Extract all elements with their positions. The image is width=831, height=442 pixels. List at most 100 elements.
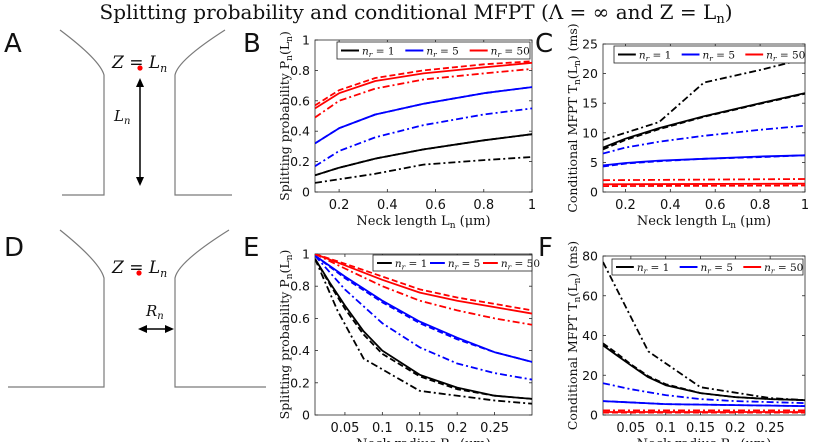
series-line-nr50-dashdot <box>603 178 805 182</box>
series-line-nr50-solid <box>315 61 532 110</box>
legend-label-nr50: nr = 50 <box>766 50 805 64</box>
x-tick-label: 0.8 <box>750 198 771 213</box>
plot-frame <box>314 39 533 193</box>
series-line-nr50-dashed <box>315 60 532 107</box>
y-tick-label: 0.8 <box>290 279 310 294</box>
chart-b: 0.2 0.4 0.6 0.8 1 0 0.2 0.4 0.6 0.8 1 Neck length L… <box>277 31 536 231</box>
arrow-head-up <box>136 78 144 87</box>
arrow-head-down <box>136 177 144 186</box>
series-line-nr1-dashdot <box>603 261 805 401</box>
series-group <box>315 254 532 405</box>
series-line-nr5-solid <box>315 86 532 145</box>
x-tick-label: 0.4 <box>377 198 398 213</box>
x-tick-label: 0.6 <box>705 198 726 213</box>
series-line-nr50-solid <box>603 182 805 186</box>
x-tick-label: 1 <box>528 198 536 213</box>
y-tick-label: 20 <box>582 368 598 383</box>
x-tick-label: 0.6 <box>425 198 446 213</box>
legend-box <box>611 258 804 276</box>
y-axis-label: Splitting probability Pn(Ln) <box>277 31 295 201</box>
x-tick-label: 0.2 <box>725 421 746 436</box>
legend-label-nr5: nr = 5 <box>448 258 481 272</box>
legend: nr = 1 nr = 5 nr = 50 <box>613 45 806 64</box>
legend-label-nr5: nr = 5 <box>426 46 459 60</box>
spine-outline-right <box>174 29 232 196</box>
legend-label-nr1: nr = 1 <box>639 50 672 64</box>
x-tick-label: 0.8 <box>473 198 494 213</box>
series-group <box>603 57 805 188</box>
chart-f: 0.05 0.1 0.15 0.2 0.25 0 20 40 60 80 Neck radius R… <box>565 241 806 442</box>
legend: nr = 1 nr = 5 nr = 50 <box>611 258 804 276</box>
series-line-nr1-solid <box>315 133 532 177</box>
panel-letter-e: E <box>243 233 259 263</box>
figure-title: Splitting probability and conditional MF… <box>100 0 733 27</box>
series-line-nr5-dashed <box>603 400 805 407</box>
y-axis-label: Splitting probability Pn(Ln) <box>277 250 295 420</box>
y-tick-label: 80 <box>582 249 598 264</box>
arrow-head-left <box>138 325 147 333</box>
x-tick-label: 0.15 <box>405 421 434 436</box>
series-line-nr5-dashdot <box>315 107 532 167</box>
x-tick-label: 0.2 <box>615 198 636 213</box>
series-line-nr5-dashed <box>315 254 532 363</box>
source-point <box>136 270 142 276</box>
series-line-nr5-dashed <box>603 154 805 168</box>
plot-frame <box>602 43 806 193</box>
z-label: Z = Ln <box>111 53 167 75</box>
x-tick-label: 0.2 <box>447 421 468 436</box>
chart-e: 0.05 0.1 0.15 0.2 0.25 0 0.2 0.4 0.6 0.8 1 Neck rad… <box>277 247 540 442</box>
series-line-nr1-solid <box>603 344 805 401</box>
y-tick-label: 20 <box>582 66 598 81</box>
y-tick-label: 60 <box>582 288 598 303</box>
panel-letter-a: A <box>4 29 22 59</box>
x-axis-label: Neck length Ln (μm) <box>637 214 771 231</box>
legend: nr = 1 nr = 5 nr = 50 <box>372 254 540 272</box>
legend: nr = 1 nr = 5 nr = 50 <box>336 41 531 60</box>
dimension-label: Ln <box>113 107 130 127</box>
series-line-nr1-dashed <box>315 258 532 400</box>
spine-outline-left <box>8 229 105 388</box>
spine-outline-right <box>174 229 266 388</box>
x-tick-label: 0.15 <box>686 421 715 436</box>
spine-outline-left <box>59 29 105 196</box>
legend-box <box>372 254 533 272</box>
y-tick-label: 0 <box>302 408 310 423</box>
y-tick-label: 25 <box>582 37 598 52</box>
legend-label-nr5: nr = 5 <box>702 50 735 64</box>
x-tick-label: 0.4 <box>660 198 681 213</box>
series-line-nr5-dashdot <box>315 255 532 381</box>
schematic-d: D Z = Ln Rn <box>4 229 266 388</box>
x-axis-label: Neck radius Rn (μm) <box>356 437 491 442</box>
y-tick-label: 0.2 <box>290 375 310 390</box>
x-tick-label: 0.1 <box>372 421 393 436</box>
x-tick-label: 0.2 <box>329 198 350 213</box>
legend-label-nr1: nr = 1 <box>362 46 395 60</box>
x-axis-label: Neck length Ln (μm) <box>356 214 490 231</box>
y-tick-label: 40 <box>582 328 598 343</box>
x-tick-label: 0.25 <box>480 421 509 436</box>
series-line-nr1-dashdot <box>315 258 532 405</box>
y-tick-label: 0.2 <box>290 154 310 169</box>
panel-letter-f: F <box>538 233 553 263</box>
y-tick-label: 5 <box>590 155 598 170</box>
y-tick-label: 0.4 <box>290 343 310 358</box>
x-tick-label: 0.25 <box>756 421 785 436</box>
series-line-nr5-dashed <box>315 86 532 145</box>
x-tick-label: 1 <box>801 198 809 213</box>
panel-letter-b: B <box>243 29 261 59</box>
y-tick-label: 0 <box>590 408 598 423</box>
series-line-nr1-dashdot <box>315 156 532 184</box>
x-tick-label: 0.1 <box>655 421 676 436</box>
legend-box <box>613 45 806 64</box>
series-line-nr1-dashed <box>603 342 805 401</box>
series-line-nr5-dashdot <box>603 382 805 404</box>
legend-label-nr50: nr = 50 <box>501 258 540 272</box>
y-tick-label: 0 <box>302 185 310 200</box>
source-point <box>137 65 143 71</box>
x-tick-label: 0.05 <box>330 421 359 436</box>
legend-label-nr50: nr = 50 <box>491 46 530 60</box>
series-line-nr1-dashdot <box>603 57 805 141</box>
y-tick-label: 1 <box>302 33 310 48</box>
